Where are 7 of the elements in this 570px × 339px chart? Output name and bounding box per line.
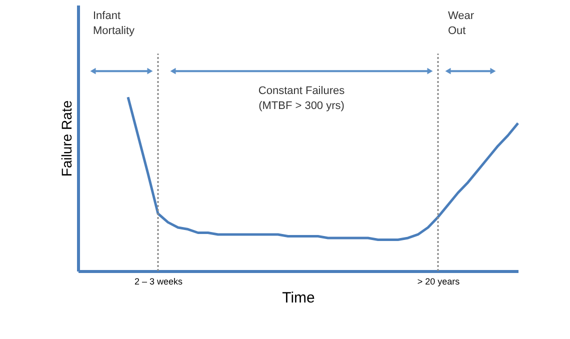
x-axis-title: Time <box>282 290 315 306</box>
text: Infant Mortality <box>93 10 136 38</box>
x-tick-label: > 20 years <box>417 276 460 286</box>
text: Wear Out <box>448 10 474 38</box>
annotation: Constant Failures (MTBF > 300 yrs) <box>258 84 346 112</box>
x-tick-label: 2 – 3 weeks <box>134 276 184 286</box>
y-axis-title: Failure Rate <box>58 100 74 177</box>
